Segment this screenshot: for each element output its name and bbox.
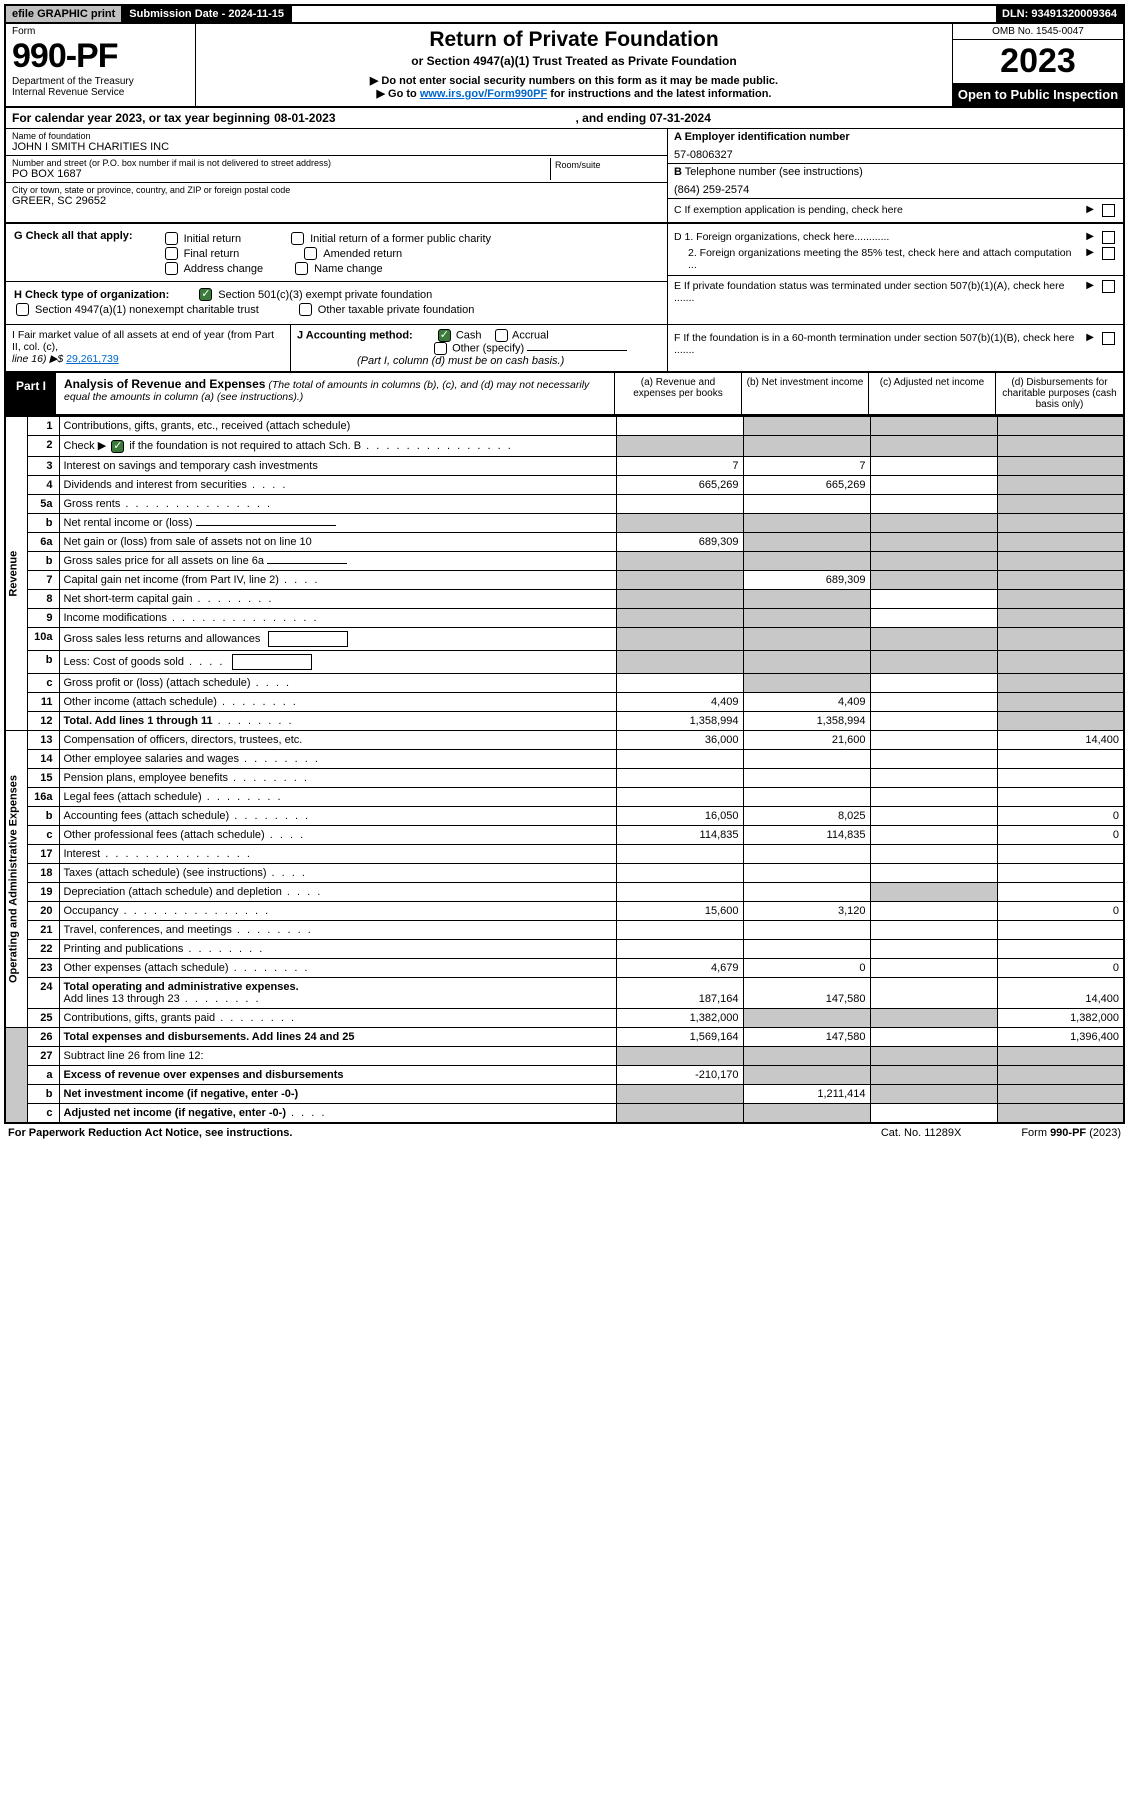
j-cash-chk[interactable] <box>438 329 451 342</box>
form-title: Return of Private Foundation <box>204 28 944 52</box>
f-label: F If the foundation is in a 60-month ter… <box>674 332 1082 356</box>
tax-year: 2023 <box>953 40 1123 83</box>
g-name-chk[interactable] <box>295 262 308 275</box>
g-amended-chk[interactable] <box>304 247 317 260</box>
g-address-chk[interactable] <box>165 262 178 275</box>
c-pending-label: C If exemption application is pending, c… <box>674 204 903 216</box>
h-4947-chk[interactable] <box>16 303 29 316</box>
g-label: G Check all that apply: <box>14 230 133 277</box>
g-initial-public-chk[interactable] <box>291 232 304 245</box>
room-label: Room/suite <box>555 160 657 170</box>
entity-info: Name of foundation JOHN I SMITH CHARITIE… <box>4 129 1125 224</box>
fmv-value: 29,261,739 <box>66 353 119 365</box>
d1-chk[interactable] <box>1102 231 1115 244</box>
g-final-return-chk[interactable] <box>165 247 178 260</box>
section-g-h: G Check all that apply: Initial return I… <box>4 224 1125 325</box>
revenue-side-label: Revenue <box>5 417 27 731</box>
col-a-hdr: (a) Revenue and expenses per books <box>615 373 742 414</box>
c-checkbox[interactable] <box>1102 204 1115 217</box>
form-number: 990-PF <box>12 37 189 76</box>
schb-chk[interactable] <box>111 440 124 453</box>
g-initial-return-chk[interactable] <box>165 232 178 245</box>
form-header: Form 990-PF Department of the Treasury I… <box>4 24 1125 108</box>
submission-date-label: Submission Date - 2024-11-15 <box>123 6 292 22</box>
form-subtitle: or Section 4947(a)(1) Trust Treated as P… <box>204 54 944 68</box>
col-d-hdr: (d) Disbursements for charitable purpose… <box>996 373 1123 414</box>
e-chk[interactable] <box>1102 280 1115 293</box>
address-label: Number and street (or P.O. box number if… <box>12 158 550 168</box>
city-label: City or town, state or province, country… <box>12 185 661 195</box>
top-bar: efile GRAPHIC print Submission Date - 20… <box>4 4 1125 24</box>
d1-label: D 1. Foreign organizations, check here..… <box>674 231 889 243</box>
calendar-year-row: For calendar year 2023, or tax year begi… <box>4 108 1125 129</box>
col-c-hdr: (c) Adjusted net income <box>869 373 996 414</box>
name-label: Name of foundation <box>12 131 661 141</box>
i-label: I Fair market value of all assets at end… <box>12 329 274 353</box>
phone-label: B Telephone number (see instructions) <box>674 166 1117 178</box>
col-b-hdr: (b) Net investment income <box>742 373 869 414</box>
open-public-badge: Open to Public Inspection <box>953 83 1123 106</box>
irs-label: Internal Revenue Service <box>12 87 189 98</box>
dln: DLN: 93491320009364 <box>996 6 1123 22</box>
city: GREER, SC 29652 <box>12 195 661 207</box>
j-other-chk[interactable] <box>434 342 447 355</box>
h-label: H Check type of organization: <box>14 289 169 301</box>
h-501c3-chk[interactable] <box>199 288 212 301</box>
form-note-1: ▶ Do not enter social security numbers o… <box>204 74 944 87</box>
address: PO BOX 1687 <box>12 168 550 180</box>
phone-value: (864) 259-2574 <box>674 184 1117 196</box>
expenses-side-label: Operating and Administrative Expenses <box>5 730 27 1027</box>
part-1-tag: Part I <box>6 373 56 414</box>
page-footer: For Paperwork Reduction Act Notice, see … <box>4 1124 1125 1142</box>
j-accrual-chk[interactable] <box>495 329 508 342</box>
form-note-2: ▶ Go to www.irs.gov/Form990PF for instru… <box>204 87 944 100</box>
efile-print-btn[interactable]: efile GRAPHIC print <box>6 6 123 22</box>
ein-value: 57-0806327 <box>674 149 1117 161</box>
section-i-j-f: I Fair market value of all assets at end… <box>4 325 1125 373</box>
j-note: (Part I, column (d) must be on cash basi… <box>357 355 564 367</box>
part-1-header: Part I Analysis of Revenue and Expenses … <box>4 373 1125 416</box>
d2-label: 2. Foreign organizations meeting the 85%… <box>688 247 1082 271</box>
omb-number: OMB No. 1545-0047 <box>953 24 1123 40</box>
j-label: J Accounting method: <box>297 329 413 341</box>
h-other-chk[interactable] <box>299 303 312 316</box>
form-label: Form <box>12 26 189 37</box>
part-1-table: Revenue 1Contributions, gifts, grants, e… <box>4 416 1125 1124</box>
form990pf-link[interactable]: www.irs.gov/Form990PF <box>420 88 547 100</box>
foundation-name: JOHN I SMITH CHARITIES INC <box>12 141 661 153</box>
e-label: E If private foundation status was termi… <box>674 280 1082 304</box>
d2-chk[interactable] <box>1102 247 1115 260</box>
dept-treasury: Department of the Treasury <box>12 76 189 87</box>
f-chk[interactable] <box>1102 332 1115 345</box>
ein-label: A Employer identification number <box>674 131 1117 143</box>
